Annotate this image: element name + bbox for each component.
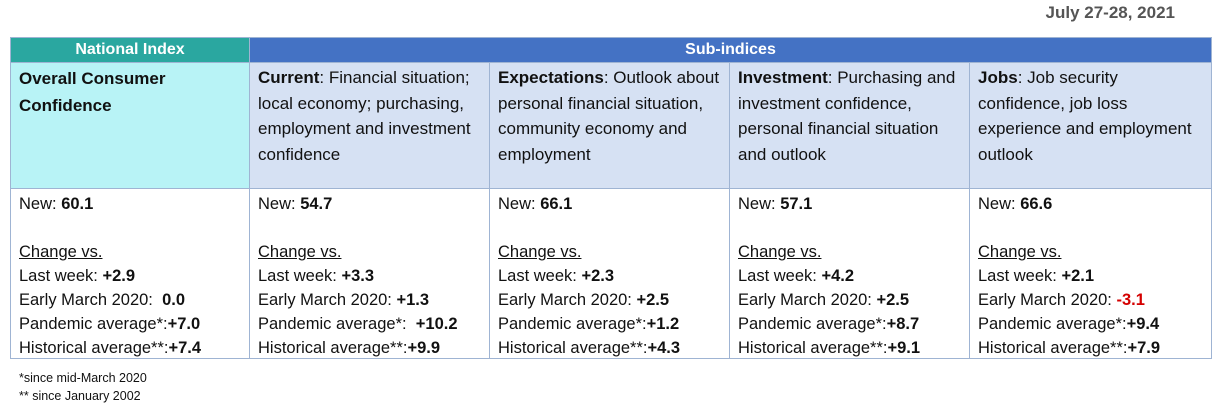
pandemic-label: Pandemic average*: <box>498 315 647 333</box>
historical-label: Historical average**: <box>738 339 888 357</box>
new-label: New: <box>258 195 296 213</box>
expectations-values-cell: New: 66.1 Change vs. Last week: +2.3 Ear… <box>489 188 730 359</box>
new-label: New: <box>738 195 776 213</box>
change-label: Change vs. <box>498 243 582 261</box>
pandemic-value: +10.2 <box>415 315 458 333</box>
jobs-desc-cell: Jobs: Job security confidence, job loss … <box>969 62 1212 189</box>
values-row: New: 60.1 Change vs. Last week: +2.9 Ear… <box>10 188 1212 359</box>
confidence-table: National Index Sub-indices Overall Consu… <box>10 37 1212 359</box>
last-week-label: Last week: <box>19 267 98 285</box>
last-week-value: +2.3 <box>581 267 615 285</box>
current-desc-cell: Current: Financial situation; local econ… <box>249 62 490 189</box>
new-label: New: <box>19 195 57 213</box>
pandemic-value: +9.4 <box>1126 315 1160 333</box>
jobs-desc: : Job security confidence, job loss expe… <box>978 68 1192 164</box>
last-week-value: +3.3 <box>341 267 375 285</box>
expectations-desc-cell: Expectations: Outlook about personal fin… <box>489 62 730 189</box>
last-week-value: +4.2 <box>821 267 855 285</box>
sub-indices-header: Sub-indices <box>249 37 1212 63</box>
pandemic-label: Pandemic average*: <box>258 315 407 333</box>
national-desc-cell: Overall Consumer Confidence <box>10 62 250 189</box>
investment-desc: : Purchasing and investment confidence, … <box>738 68 956 164</box>
early-march-value: +2.5 <box>876 291 910 309</box>
early-march-label: Early March 2020: <box>498 291 632 309</box>
investment-desc-cell: Investment: Purchasing and investment co… <box>729 62 970 189</box>
pandemic-label: Pandemic average*: <box>978 315 1127 333</box>
early-march-value: +2.5 <box>636 291 670 309</box>
investment-values-cell: New: 57.1 Change vs. Last week: +4.2 Ear… <box>729 188 970 359</box>
footnote-historical: ** since January 2002 <box>19 389 141 403</box>
early-march-value: 0.0 <box>162 291 186 309</box>
report-date: July 27-28, 2021 <box>1045 3 1175 22</box>
last-week-label: Last week: <box>978 267 1057 285</box>
last-week-value: +2.9 <box>102 267 136 285</box>
historical-value: +7.4 <box>168 339 202 357</box>
historical-label: Historical average**: <box>978 339 1128 357</box>
new-value: 66.1 <box>540 195 573 213</box>
description-row: Overall Consumer Confidence Current: Fin… <box>10 62 1212 189</box>
current-desc: : Financial situation; local economy; pu… <box>258 68 471 164</box>
last-week-label: Last week: <box>738 267 817 285</box>
new-value: 60.1 <box>61 195 94 213</box>
current-values-cell: New: 54.7 Change vs. Last week: +3.3 Ear… <box>249 188 490 359</box>
historical-label: Historical average**: <box>19 339 169 357</box>
change-label: Change vs. <box>738 243 822 261</box>
historical-value: +9.9 <box>407 339 441 357</box>
investment-name: Investment <box>738 68 828 87</box>
pandemic-label: Pandemic average*: <box>738 315 887 333</box>
expectations-name: Expectations <box>498 68 604 87</box>
jobs-values-cell: New: 66.6 Change vs. Last week: +2.1 Ear… <box>969 188 1212 359</box>
new-label: New: <box>498 195 536 213</box>
change-label: Change vs. <box>19 243 103 261</box>
pandemic-value: +1.2 <box>646 315 680 333</box>
pandemic-label: Pandemic average*: <box>19 315 168 333</box>
national-index-header: National Index <box>10 37 250 63</box>
early-march-label: Early March 2020: <box>738 291 872 309</box>
early-march-value: +1.3 <box>396 291 430 309</box>
historical-label: Historical average**: <box>498 339 648 357</box>
national-title: Overall Consumer Confidence <box>19 69 166 115</box>
historical-value: +9.1 <box>887 339 921 357</box>
new-value: 66.6 <box>1020 195 1053 213</box>
historical-value: +4.3 <box>647 339 681 357</box>
early-march-value: -3.1 <box>1116 291 1145 309</box>
last-week-label: Last week: <box>258 267 337 285</box>
pandemic-value: +7.0 <box>167 315 201 333</box>
last-week-value: +2.1 <box>1061 267 1095 285</box>
historical-label: Historical average**: <box>258 339 408 357</box>
footnote-pandemic: *since mid-March 2020 <box>19 371 147 385</box>
pandemic-value: +8.7 <box>886 315 920 333</box>
new-value: 57.1 <box>780 195 813 213</box>
new-value: 54.7 <box>300 195 333 213</box>
national-values-cell: New: 60.1 Change vs. Last week: +2.9 Ear… <box>10 188 250 359</box>
early-march-label: Early March 2020: <box>978 291 1112 309</box>
historical-value: +7.9 <box>1127 339 1161 357</box>
change-label: Change vs. <box>978 243 1062 261</box>
early-march-label: Early March 2020: <box>19 291 153 309</box>
early-march-label: Early March 2020: <box>258 291 392 309</box>
change-label: Change vs. <box>258 243 342 261</box>
jobs-name: Jobs <box>978 68 1018 87</box>
expectations-desc: : Outlook about personal financial situa… <box>498 68 720 164</box>
header-row: National Index Sub-indices <box>10 37 1212 63</box>
current-name: Current <box>258 68 320 87</box>
last-week-label: Last week: <box>498 267 577 285</box>
new-label: New: <box>978 195 1016 213</box>
